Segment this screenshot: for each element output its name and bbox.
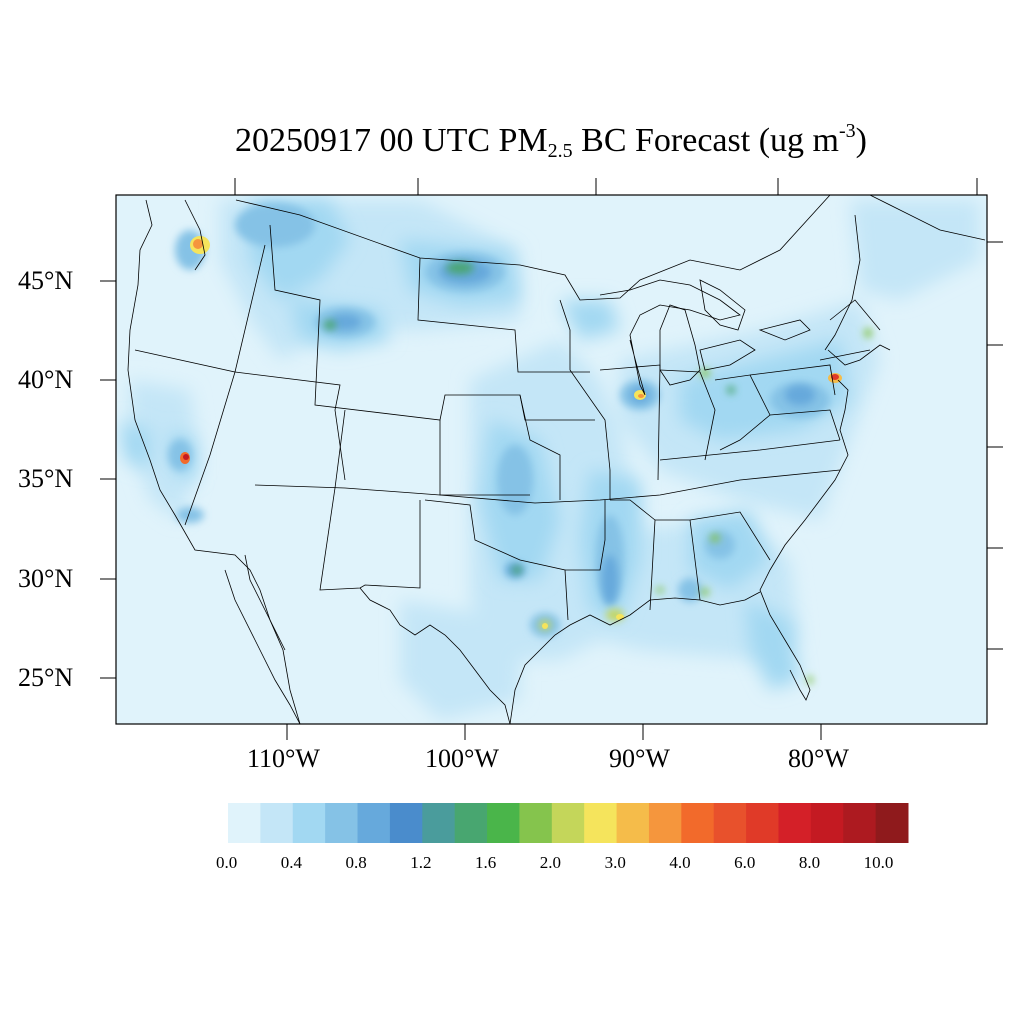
axis-ticks <box>100 178 1003 740</box>
colorbar-label: 3.0 <box>604 853 626 872</box>
lat-label-30: 30°N <box>18 564 74 593</box>
colorbar-swatch <box>843 803 877 843</box>
colorbar-swatch <box>584 803 618 843</box>
colorbar-swatch <box>648 803 682 843</box>
lon-label-110: 110°W <box>247 744 320 773</box>
colorbar-swatch <box>778 803 812 843</box>
colorbar-label: 2.0 <box>539 853 562 872</box>
colorbar-swatch <box>746 803 779 843</box>
colorbar-swatch <box>454 803 488 843</box>
map-frame <box>115 194 988 725</box>
colorbar-label: 0.8 <box>345 853 367 872</box>
concentration-field <box>116 195 987 724</box>
colorbar-swatch <box>875 803 909 843</box>
colorbar-swatch <box>681 803 715 843</box>
colorbar-label: 6.0 <box>734 853 756 872</box>
colorbar-swatch <box>551 803 585 843</box>
colorbar-swatch <box>228 803 261 843</box>
colorbar-swatch <box>325 803 359 843</box>
colorbar-swatch <box>357 803 391 843</box>
colorbar-swatch <box>389 803 423 843</box>
colorbar-swatch <box>616 803 650 843</box>
colorbar-label: 1.2 <box>410 853 432 872</box>
colorbar-swatch <box>487 803 520 843</box>
colorbar <box>228 803 909 843</box>
colorbar-swatch <box>810 803 844 843</box>
lon-label-90: 90°W <box>609 744 670 773</box>
colorbar-label: 4.0 <box>669 853 691 872</box>
colorbar-swatch <box>292 803 326 843</box>
lat-label-45: 45°N <box>18 266 74 295</box>
colorbar-label: 0.4 <box>280 853 302 872</box>
colorbar-label: 1.6 <box>475 853 497 872</box>
chart-title: 20250917 00 UTC PM2.5 BC Forecast (ug m-… <box>235 120 867 162</box>
colorbar-swatch <box>713 803 747 843</box>
colorbar-swatch <box>260 803 294 843</box>
colorbar-swatch <box>422 803 456 843</box>
lon-label-80: 80°W <box>788 744 849 773</box>
colorbar-label: 10.0 <box>863 853 894 872</box>
lat-label-25: 25°N <box>18 663 74 692</box>
colorbar-swatch <box>519 803 553 843</box>
colorbar-label: 0.0 <box>216 853 238 872</box>
map-boundaries <box>127 195 986 724</box>
colorbar-label: 8.0 <box>798 853 821 872</box>
lon-label-100: 100°W <box>425 744 499 773</box>
lat-label-40: 40°N <box>18 365 74 394</box>
lat-label-35: 35°N <box>18 464 74 493</box>
